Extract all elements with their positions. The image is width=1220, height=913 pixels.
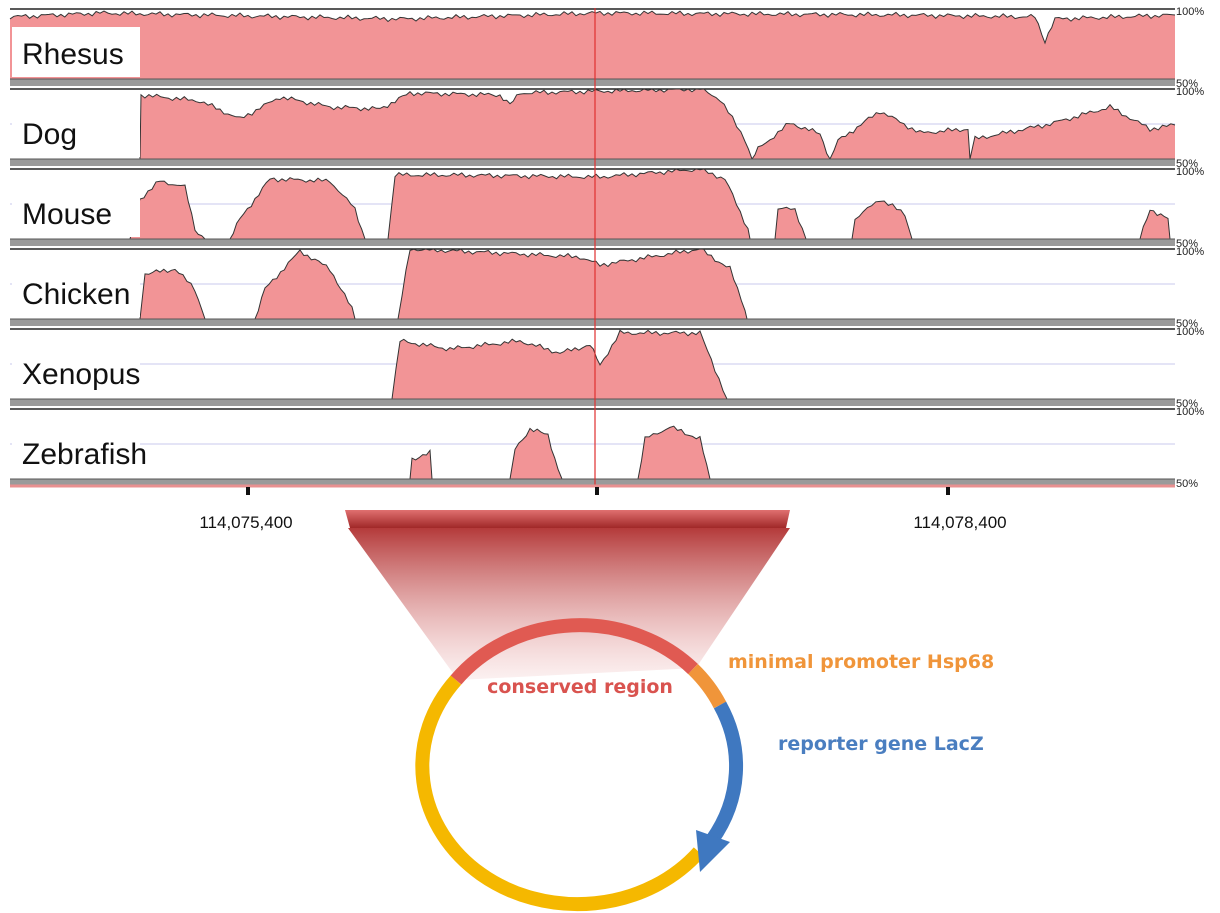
backbone-arc	[422, 680, 699, 904]
track-label: Mouse	[22, 198, 112, 231]
top-pct: 100%	[1176, 406, 1204, 418]
top-pct: 100%	[1176, 166, 1204, 178]
baseline-bar	[10, 159, 1175, 166]
track-label: Zebrafish	[22, 438, 147, 471]
arrowhead	[696, 830, 730, 872]
zoom-beam	[348, 528, 790, 680]
conservation-area	[10, 426, 1175, 479]
top-pct: 100%	[1176, 326, 1204, 338]
tick	[246, 487, 250, 495]
track-label: Dog	[22, 118, 77, 151]
top-pct: 100%	[1176, 6, 1204, 18]
track-label: Chicken	[22, 278, 130, 311]
conserved-label: conserved region	[487, 676, 673, 698]
conservation-line	[10, 426, 1175, 479]
baseline-bar	[10, 319, 1175, 326]
top-pct: 100%	[1176, 86, 1204, 98]
promoter-label: minimal promoter Hsp68	[728, 651, 994, 673]
reporter-arc	[712, 705, 736, 840]
bottom-pct: 50%	[1176, 478, 1198, 490]
track-label: Xenopus	[22, 358, 140, 391]
conservation-area	[10, 11, 1175, 79]
baseline-bar	[10, 239, 1175, 246]
conservation-area	[10, 330, 1175, 399]
tick	[946, 487, 950, 495]
track-label: Rhesus	[22, 38, 124, 71]
track: Zebrafish 100% 50%	[10, 406, 1204, 490]
top-pct: 100%	[1176, 246, 1204, 258]
baseline-bar	[10, 399, 1175, 406]
page: {"tracks": [ {"label": "Rhesus", "top": …	[0, 0, 1220, 913]
reporter-label: reporter gene LacZ	[778, 733, 984, 755]
tick-label: 114,075,400	[199, 513, 292, 532]
tick-label: 114,078,400	[913, 513, 1006, 532]
tick	[595, 487, 599, 495]
tracks: Rhesus100%50%Dog100%50%Mouse100%50%Chick…	[10, 6, 1204, 490]
promoter-arc	[693, 669, 720, 705]
baseline-bar	[10, 79, 1175, 86]
region-bar	[345, 510, 790, 528]
diagram: Rhesus100%50%Dog100%50%Mouse100%50%Chick…	[0, 0, 1220, 913]
